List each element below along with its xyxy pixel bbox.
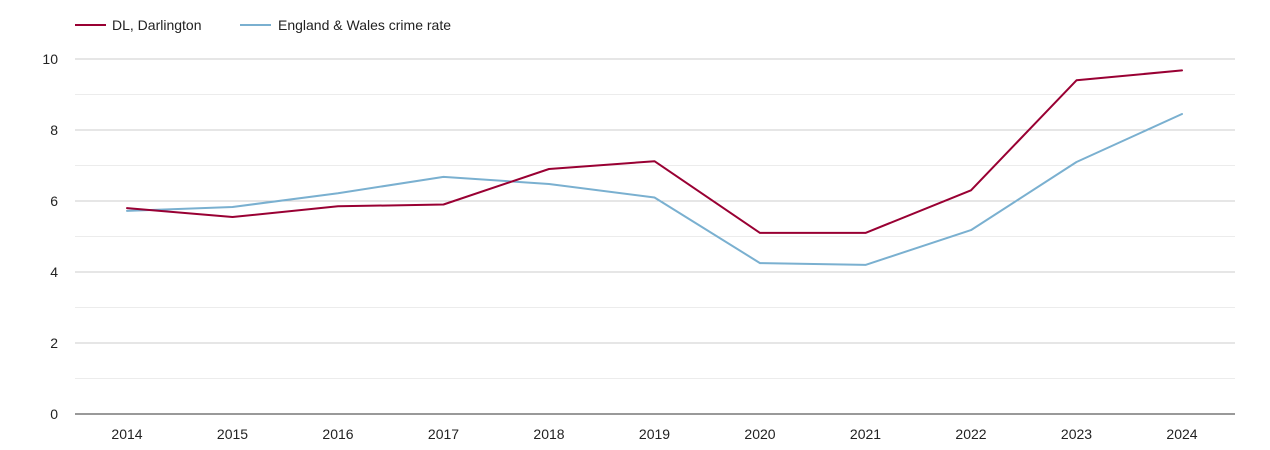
series-lines <box>126 69 1183 266</box>
legend-item-darlington[interactable]: DL, Darlington <box>75 17 202 33</box>
y-tick-label: 0 <box>50 406 58 422</box>
legend-label-darlington: DL, Darlington <box>112 17 202 33</box>
y-tick-label: 8 <box>50 122 58 138</box>
y-tick-label: 6 <box>50 193 58 209</box>
grid-lines <box>75 58 1235 379</box>
x-tick-label: 2021 <box>850 426 881 442</box>
x-tick-label: 2015 <box>217 426 248 442</box>
legend: DL, Darlington England & Wales crime rat… <box>75 17 451 33</box>
y-tick-label: 2 <box>50 335 58 351</box>
x-tick-label: 2022 <box>955 426 986 442</box>
legend-label-england-wales: England & Wales crime rate <box>278 17 451 33</box>
x-tick-label: 2014 <box>111 426 142 442</box>
x-tick-label: 2023 <box>1061 426 1092 442</box>
x-tick-label: 2018 <box>533 426 564 442</box>
x-tick-label: 2024 <box>1166 426 1197 442</box>
x-tick-label: 2017 <box>428 426 459 442</box>
y-tick-label: 4 <box>50 264 58 280</box>
y-tick-labels: 0 2 4 6 8 10 <box>42 51 58 422</box>
x-tick-label: 2019 <box>639 426 670 442</box>
series-line-england-wales[interactable] <box>126 113 1183 266</box>
x-tick-label: 2016 <box>322 426 353 442</box>
series-line-darlington[interactable] <box>126 69 1183 234</box>
x-tick-labels: 2014 2015 2016 2017 2018 2019 2020 2021 2022 2023… <box>111 426 1197 442</box>
legend-item-england-wales[interactable]: England & Wales crime rate <box>240 17 451 33</box>
y-tick-label: 10 <box>42 51 58 67</box>
x-tick-label: 2020 <box>744 426 775 442</box>
